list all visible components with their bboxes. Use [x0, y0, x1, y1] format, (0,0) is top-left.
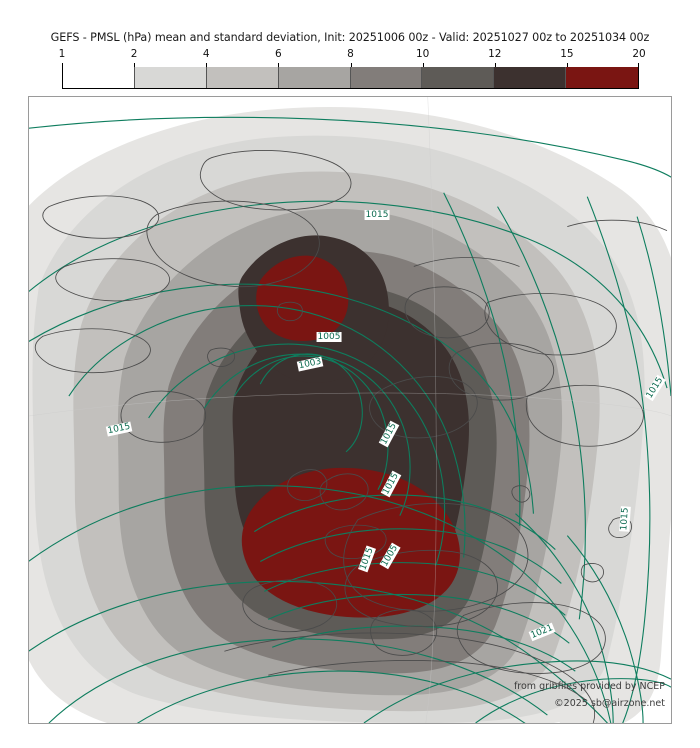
map-canvas — [29, 97, 671, 723]
colorbar-segment-4-6 — [206, 67, 279, 88]
colorbar-tick-12 — [494, 63, 496, 67]
colorbar-segment-2-4 — [134, 67, 207, 88]
colorbar-tick-label-10: 10 — [415, 48, 430, 60]
colorbar-tick-label-4: 4 — [202, 48, 210, 60]
colorbar-tick-label-15: 15 — [560, 48, 574, 60]
stddev-core-north — [256, 255, 349, 342]
colorbar-tick-6 — [278, 63, 280, 67]
colorbar-tick-8 — [350, 63, 352, 67]
colorbar-tick-4 — [206, 63, 208, 67]
map-svg — [29, 97, 671, 723]
coastline-group — [34, 150, 668, 723]
colorbar-segment-8-10 — [350, 67, 423, 88]
colorbar-tick-10 — [422, 63, 424, 67]
colorbar-tick-15 — [566, 63, 568, 67]
colorbar-tick-labels: 1 2 4 6 8 10 12 15 20 — [58, 48, 646, 63]
map-panel[interactable]: 1015 1015 1005 1003 1015 1015 1015 1005 1015 1015… — [28, 96, 672, 724]
colorbar-segment-12-15 — [494, 67, 567, 88]
colorbar-tick-label-20: 20 — [632, 48, 646, 60]
contour-label-1015-0: 1015 — [364, 210, 390, 220]
colorbar-segment-1-2 — [63, 67, 135, 88]
graticule — [29, 97, 671, 723]
attribution-copyright: ©2025 sb@airzone.net — [554, 698, 665, 709]
contour-label-1005-2: 1005 — [316, 332, 342, 342]
colorbar-tick-20 — [638, 63, 639, 67]
contour-label-1015-9: 1015 — [619, 506, 631, 532]
colorbar: 1 2 4 6 8 10 12 15 20 — [58, 48, 646, 89]
attribution-source: from gribfiles provided by NCEP — [513, 681, 665, 692]
colorbar-tick-1 — [62, 63, 63, 67]
colorbar-segment-10-12 — [422, 67, 495, 88]
colorbar-segment-6-8 — [278, 67, 351, 88]
isobar-group — [29, 116, 671, 723]
colorbar-gradient — [62, 67, 639, 89]
colorbar-tick-label-1: 1 — [58, 48, 66, 60]
colorbar-tick-label-6: 6 — [275, 48, 282, 60]
colorbar-tick-label-2: 2 — [130, 48, 138, 60]
colorbar-tick-2 — [134, 63, 136, 67]
page-title: GEFS - PMSL (hPa) mean and standard devi… — [50, 31, 650, 44]
colorbar-ticks — [62, 63, 639, 67]
colorbar-segment-15-20 — [566, 67, 638, 88]
colorbar-tick-label-12: 12 — [488, 48, 502, 60]
colorbar-tick-label-8: 8 — [347, 48, 354, 60]
